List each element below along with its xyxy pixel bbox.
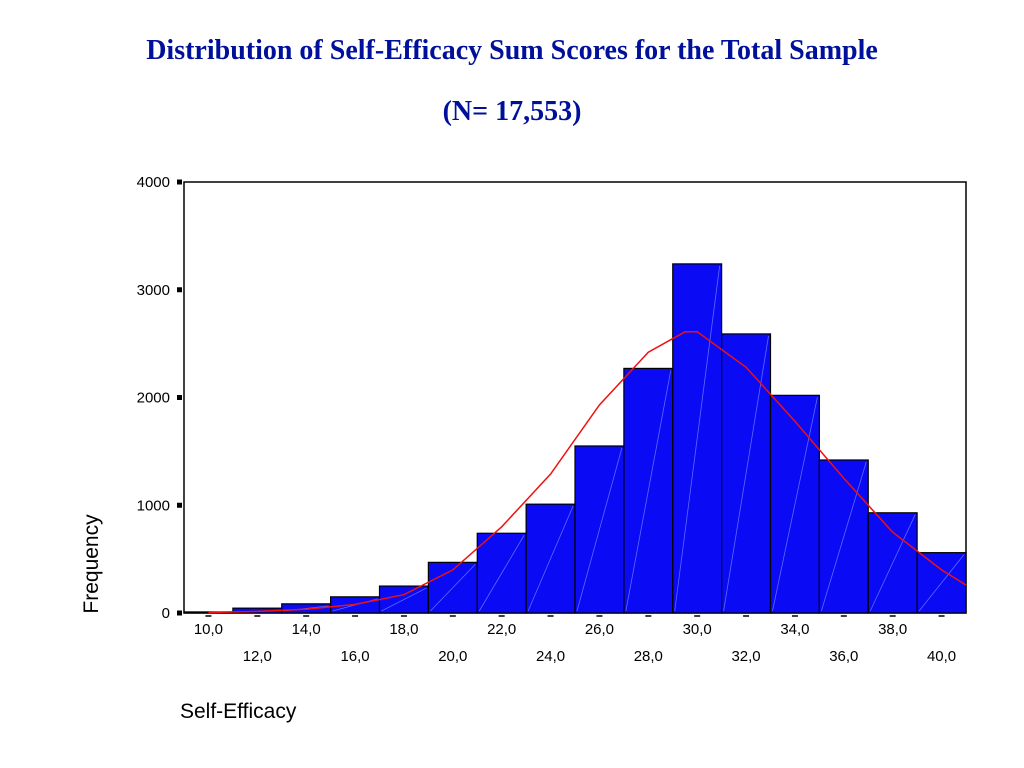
y-tick-mark xyxy=(177,610,182,616)
x-tick-label: 28,0 xyxy=(634,648,663,665)
histogram-bar xyxy=(623,367,674,614)
bar-hatch-line xyxy=(918,554,965,612)
x-axis: 10,0 14,0 18,0 22,0 26,0 30,0 34,0 38,0 12,0 16,0… xyxy=(194,615,956,665)
bar-hatch-group xyxy=(283,265,965,612)
bar-hatch-line xyxy=(381,587,427,612)
y-tick-label: 3000 xyxy=(137,282,170,299)
y-tick-label: 0 xyxy=(162,605,170,622)
bar-hatch-line xyxy=(576,447,623,612)
bar-hatch-line xyxy=(820,461,867,612)
bar-hatch-line xyxy=(772,397,818,612)
x-tick-label: 34,0 xyxy=(780,621,809,638)
bar-hatch-line xyxy=(430,564,476,612)
y-tick-label: 2000 xyxy=(137,390,170,407)
bar-hatch-line xyxy=(869,514,916,612)
y-tick-mark xyxy=(177,395,182,400)
x-tick-label: 36,0 xyxy=(829,648,858,665)
histogram-bar xyxy=(574,445,625,614)
y-tick-mark xyxy=(177,502,182,508)
x-tick-label: 16,0 xyxy=(340,648,369,665)
x-tick-label: 30,0 xyxy=(683,621,712,638)
bar-hatch-line xyxy=(674,265,721,612)
bar-hatch-line xyxy=(478,535,525,612)
y-axis: 0 1000 2000 3000 4000 xyxy=(137,174,182,622)
chart-title: Distribution of Self-Efficacy Sum Scores… xyxy=(146,35,878,66)
y-tick-mark xyxy=(177,287,182,293)
x-tick-label: 38,0 xyxy=(878,621,907,638)
x-axis-title: Self-Efficacy xyxy=(180,700,297,723)
x-tick-label: 14,0 xyxy=(292,621,321,638)
x-tick-label: 32,0 xyxy=(731,648,760,665)
y-tick-label: 4000 xyxy=(137,174,170,191)
x-tick-label: 12,0 xyxy=(243,648,272,665)
y-tick-mark xyxy=(177,179,182,185)
x-tick-label: 24,0 xyxy=(536,648,565,665)
x-tick-label: 18,0 xyxy=(389,621,418,638)
bar-hatch-line xyxy=(527,506,574,612)
x-tick-label: 10,0 xyxy=(194,621,223,638)
chart-subtitle: (N= 17,553) xyxy=(442,96,582,127)
y-axis-title: Frequency xyxy=(80,514,103,614)
y-tick-label: 1000 xyxy=(137,497,170,514)
x-tick-label: 26,0 xyxy=(585,621,614,638)
normal-curve xyxy=(208,331,967,614)
bar-hatch-line xyxy=(723,335,769,612)
x-tick-label: 22,0 xyxy=(487,621,516,638)
x-tick-label: 40,0 xyxy=(927,648,956,665)
x-tick-label: 20,0 xyxy=(438,648,467,665)
bar-hatch-line xyxy=(625,370,672,612)
